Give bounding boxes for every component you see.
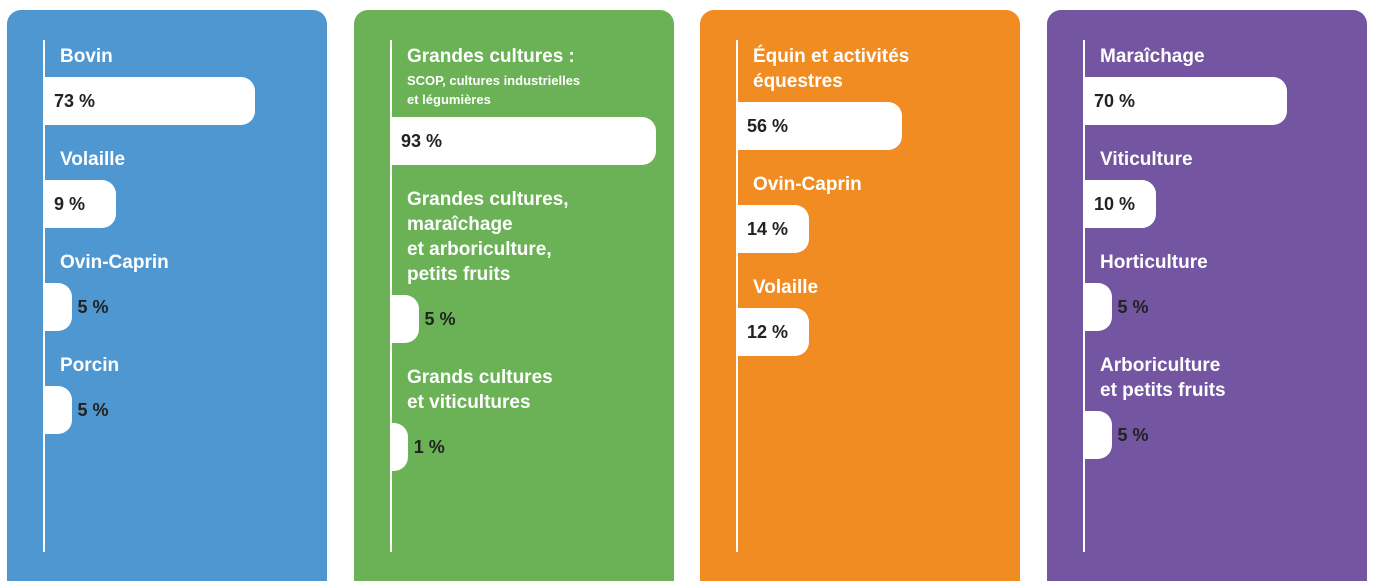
category-label: Maraîchage — [1100, 46, 1205, 67]
bar-row: 73 % — [44, 77, 327, 125]
bar-row: 5 % — [1084, 411, 1367, 459]
bar — [391, 423, 408, 471]
panel: Bovin 73 % Volaille 9 % Ovin-Caprin 5 % Porcin… — [7, 10, 327, 581]
bar — [737, 205, 809, 253]
value-label: 5 % — [77, 400, 109, 420]
bar-row: 9 % — [44, 180, 327, 228]
value-label: 12 % — [747, 322, 789, 342]
bar-row: 5 % — [391, 295, 674, 343]
value-label: 14 % — [747, 219, 789, 239]
category-label: Bovin — [60, 46, 113, 67]
bar-row: 14 % — [737, 205, 1020, 253]
bar — [737, 308, 809, 356]
bar — [1084, 283, 1112, 331]
bar-list: Maraîchage 70 % Viticulture 10 % Horticultur… — [1084, 44, 1367, 481]
bar — [1084, 411, 1112, 459]
value-label: 70 % — [1094, 91, 1136, 111]
bar — [44, 283, 72, 331]
category-note: SCOP, cultures industrielles et légumièr… — [407, 73, 581, 107]
bar-row: 56 % — [737, 102, 1020, 150]
value-label: 93 % — [401, 131, 443, 151]
bar-row: 10 % — [1084, 180, 1367, 228]
bar — [391, 295, 419, 343]
bar — [391, 117, 657, 165]
category-label: Horticulture — [1100, 252, 1208, 273]
bar-row: 5 % — [44, 386, 327, 434]
value-label: 10 % — [1094, 194, 1136, 214]
bar-list: Bovin 73 % Volaille 9 % Ovin-Caprin 5 % Porcin… — [44, 44, 327, 456]
bar — [44, 180, 116, 228]
bar-row: 1 % — [391, 423, 674, 471]
category-label: Porcin — [60, 355, 120, 376]
bar-row: 5 % — [1084, 283, 1367, 331]
bar — [44, 77, 256, 125]
value-label: 1 % — [413, 437, 445, 457]
category-label: Équin et activités équestres — [753, 46, 910, 92]
category-label: Viticulture — [1100, 149, 1193, 170]
category-label: Arboriculture et petits fruits — [1100, 355, 1226, 401]
panel: Grandes cultures : SCOP, cultures industr… — [354, 10, 674, 581]
bar-list: Équin et activités équestres 56 % Ovin-Cap… — [737, 44, 1020, 378]
category-label: Grandes cultures, maraîchage et arboricu… — [407, 189, 569, 285]
bar-row: 93 % — [391, 117, 674, 165]
value-label: 5 % — [77, 297, 109, 317]
value-label: 73 % — [54, 91, 96, 111]
bar-row: 5 % — [44, 283, 327, 331]
value-label: 5 % — [1117, 425, 1149, 445]
value-label: 9 % — [54, 194, 86, 214]
bar-list: Grandes cultures : SCOP, cultures industr… — [391, 44, 674, 493]
value-label: 5 % — [1117, 297, 1149, 317]
category-label: Volaille — [60, 149, 126, 170]
panel: Maraîchage 70 % Viticulture 10 % Horticultur… — [1047, 10, 1367, 581]
category-label: Grandes cultures : — [407, 46, 575, 67]
bar-row: 12 % — [737, 308, 1020, 356]
category-label: Volaille — [753, 277, 819, 298]
panel: Équin et activités équestres 56 % Ovin-Cap… — [700, 10, 1020, 581]
axis-line — [736, 40, 738, 552]
value-label: 5 % — [424, 309, 456, 329]
bar — [1084, 77, 1287, 125]
bar — [737, 102, 903, 150]
bar — [1084, 180, 1156, 228]
value-label: 56 % — [747, 116, 789, 136]
category-label: Ovin-Caprin — [753, 174, 862, 195]
category-label: Ovin-Caprin — [60, 252, 169, 273]
bar — [44, 386, 72, 434]
category-label: Grands cultures et viticultures — [407, 367, 553, 413]
bar-row: 70 % — [1084, 77, 1367, 125]
